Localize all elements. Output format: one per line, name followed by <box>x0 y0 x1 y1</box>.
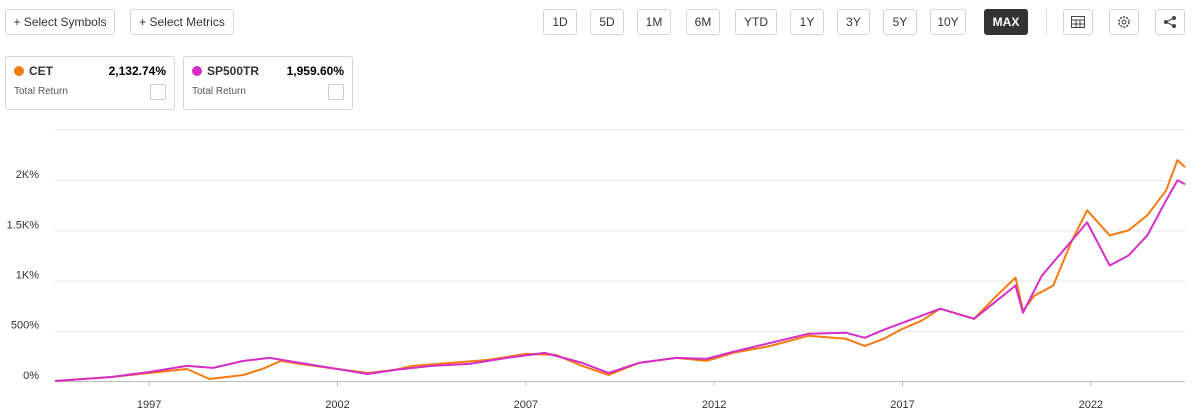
y-tick-label: 0% <box>23 370 39 382</box>
y-tick-label: 2K% <box>16 169 39 181</box>
range-button[interactable]: 10Y <box>930 9 966 35</box>
gear-icon <box>1118 16 1130 28</box>
range-button[interactable]: 5Y <box>883 9 917 35</box>
x-tick-label: 2007 <box>514 399 538 411</box>
range-button[interactable]: MAX <box>984 9 1028 35</box>
mini-chart-button[interactable] <box>328 84 344 100</box>
share-icon <box>1164 16 1176 28</box>
legend-name: SP500TR <box>207 64 260 78</box>
y-tick-label: 500% <box>11 320 39 332</box>
series-line <box>54 159 1186 382</box>
range-button[interactable]: 3Y <box>837 9 870 35</box>
range-button[interactable]: 1D <box>543 9 577 35</box>
legend-dot <box>14 66 24 76</box>
range-button[interactable]: YTD <box>735 9 777 35</box>
table-icon <box>1071 16 1085 28</box>
range-button[interactable]: 1Y <box>790 9 824 35</box>
table-view-button[interactable] <box>1063 9 1093 35</box>
y-tick-label: 1K% <box>16 270 39 282</box>
legend-value: 1,959.60% <box>286 64 344 78</box>
legend-card[interactable]: SP500TR 1,959.60% Total Return <box>183 56 353 110</box>
x-tick-label: 2022 <box>1079 399 1103 411</box>
legend-metric: Total Return <box>192 86 246 97</box>
mini-chart-button[interactable] <box>150 84 166 100</box>
range-button[interactable]: 6M <box>686 9 720 35</box>
x-tick-label: 2012 <box>702 399 726 411</box>
legend-name: CET <box>29 64 53 78</box>
series-line <box>54 179 1186 382</box>
y-tick-label: 1.5K% <box>7 219 40 231</box>
legend-dot <box>192 66 202 76</box>
divider <box>1046 9 1047 35</box>
legend-metric: Total Return <box>14 86 68 97</box>
legend-value: 2,132.74% <box>108 64 166 78</box>
range-button[interactable]: 1M <box>637 9 671 35</box>
x-tick-label: 1997 <box>137 399 161 411</box>
settings-button[interactable] <box>1109 9 1139 35</box>
x-tick-label: 2002 <box>325 399 349 411</box>
x-tick-label: 2017 <box>890 399 914 411</box>
legend-card[interactable]: CET 2,132.74% Total Return <box>5 56 175 110</box>
range-button[interactable]: 5D <box>590 9 624 35</box>
select-symbols-button[interactable]: + Select Symbols <box>5 9 115 35</box>
select-metrics-button[interactable]: + Select Metrics <box>130 9 234 35</box>
share-button[interactable] <box>1155 9 1185 35</box>
